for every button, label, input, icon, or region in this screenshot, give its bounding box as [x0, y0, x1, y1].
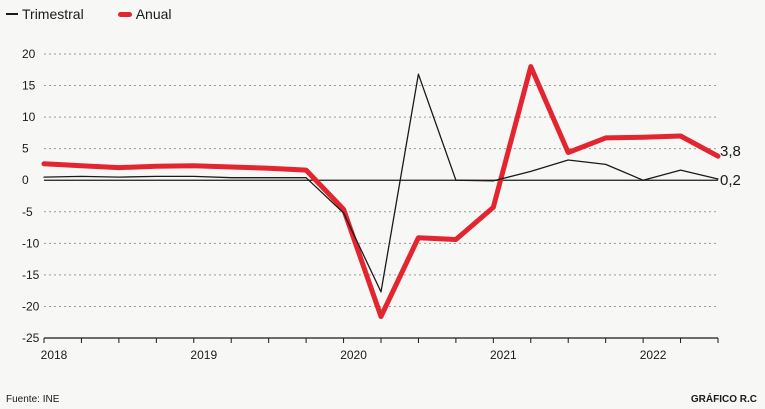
- legend-label-anual: Anual: [135, 6, 172, 22]
- legend-item-anual: Anual: [117, 6, 172, 22]
- y-tick-label: -5: [22, 205, 33, 219]
- y-tick-label: 20: [22, 47, 36, 61]
- legend-item-trimestral: Trimestral: [6, 6, 84, 22]
- legend-swatch-trimestral: [6, 13, 18, 15]
- y-tick-label: 15: [22, 79, 36, 93]
- y-tick-label: -20: [22, 299, 40, 313]
- legend-label-trimestral: Trimestral: [22, 6, 84, 22]
- y-tick-label: -15: [22, 268, 40, 282]
- end-label-anual: 3,8: [720, 143, 741, 160]
- x-tick-label: 2022: [640, 348, 667, 362]
- y-tick-label: -10: [22, 236, 40, 250]
- graphic-credit: GRÁFICO R.C: [690, 394, 757, 405]
- legend-swatch-anual: [117, 11, 132, 17]
- x-tick-label: 2018: [41, 348, 68, 362]
- y-tick-label: -25: [22, 331, 40, 345]
- y-tick-label: 0: [22, 173, 29, 187]
- x-tick-label: 2021: [490, 348, 517, 362]
- y-tick-label: 10: [22, 110, 36, 124]
- series-line-trimestral: [43, 73, 719, 293]
- legend: Trimestral Anual: [6, 6, 172, 22]
- end-label-trimestral: 0,2: [720, 172, 741, 189]
- x-tick-label: 2020: [340, 348, 367, 362]
- y-tick-label: 5: [22, 142, 29, 156]
- series-line-anual: [41, 64, 721, 319]
- x-tick-label: 2019: [190, 348, 217, 362]
- source-note: Fuente: INE: [6, 394, 60, 405]
